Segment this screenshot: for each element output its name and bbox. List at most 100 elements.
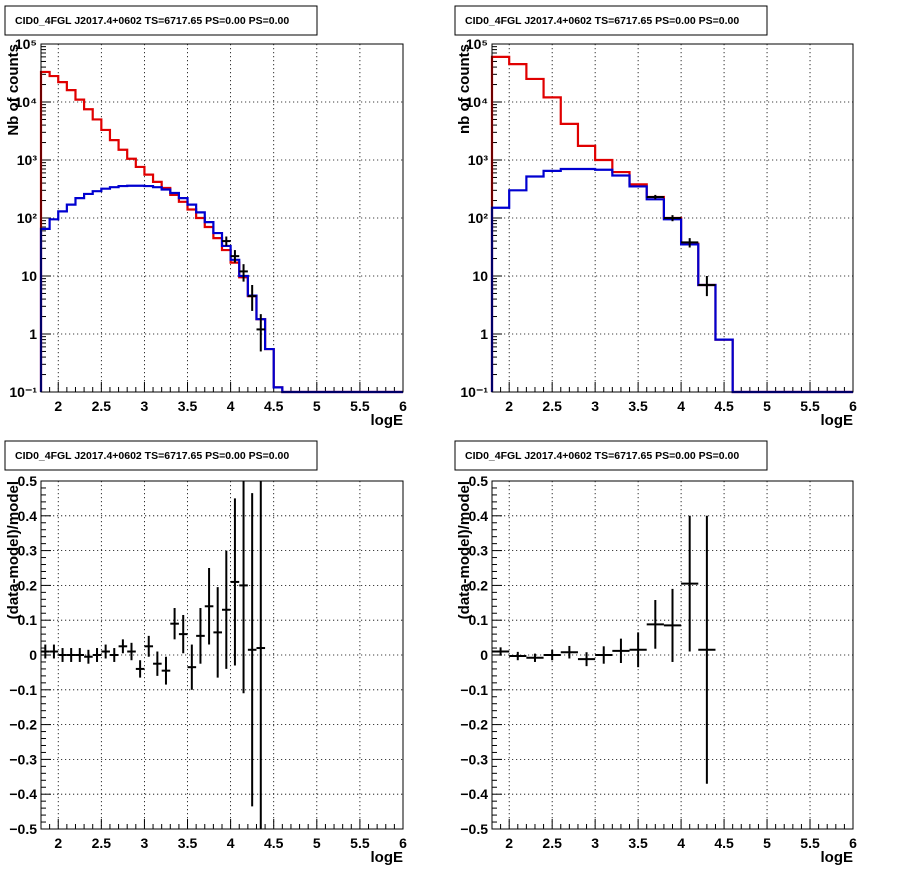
y-tick-label: 0.3 — [469, 543, 489, 559]
y-tick-label: 0.5 — [469, 473, 489, 489]
x-tick-label: 2 — [505, 835, 513, 851]
chart-title: CID0_4FGL J2017.4+0602 TS=6717.65 PS=0.0… — [15, 15, 289, 27]
x-tick-label: 5 — [313, 398, 321, 414]
y-axis-label: (data-model)/model — [5, 481, 22, 619]
series-line-2 — [490, 167, 853, 394]
y-tick-label: 0.5 — [18, 473, 38, 489]
grid-lines — [41, 44, 403, 392]
y-tick-label: −0.4 — [460, 786, 488, 802]
x-tick-label: 3.5 — [178, 398, 198, 414]
chart-panel-2: 2 2.5 3 3.5 4 4.5 5 5.5 6 10⁻¹ 1 10 10² 10³ 10⁴ 10⁵ logE… — [454, 5, 857, 429]
x-tick-label: 5.5 — [800, 398, 820, 414]
x-tick-label: 5.5 — [350, 835, 370, 851]
data-points — [646, 194, 716, 297]
x-tick-label: 2 — [54, 835, 62, 851]
y-tick-label: −0.2 — [9, 717, 37, 733]
x-tick-label: 2.5 — [92, 835, 112, 851]
plot-frame — [491, 480, 854, 830]
x-tick-label: 3.5 — [628, 398, 648, 414]
title-box — [4, 5, 318, 36]
y-tick-label: −0.5 — [460, 821, 488, 837]
x-tick-label: 3 — [141, 835, 149, 851]
x-tick-label: 5 — [763, 398, 771, 414]
chart-panel-1: 2 2.5 3 3.5 4 4.5 5 5.5 6 10⁻¹ 1 10 10² 10³ 10⁴ 10⁵ logE… — [4, 5, 407, 429]
x-tick-label: 2.5 — [542, 398, 562, 414]
x-tick-label: 2.5 — [542, 835, 562, 851]
y-tick-label: 0.1 — [469, 612, 489, 628]
y-tick-label: 0.2 — [18, 577, 38, 593]
y-tick-label: 0.4 — [469, 508, 489, 524]
plot-frame — [40, 480, 404, 830]
x-tick-label: 2 — [54, 398, 62, 414]
x-tick-label: 5.5 — [350, 398, 370, 414]
x-tick-label: 3 — [591, 398, 599, 414]
x-tick-label: 3 — [141, 398, 149, 414]
chart-title: CID0_4FGL J2017.4+0602 TS=6717.65 PS=0.0… — [465, 15, 739, 27]
data-points — [222, 236, 266, 352]
y-tick-label: −0.1 — [460, 682, 488, 698]
series-line-2 — [39, 184, 403, 394]
y-tick-label: −0.3 — [460, 751, 488, 767]
y-tick-label: 10 — [472, 268, 488, 284]
chart-title: CID0_4FGL J2017.4+0602 TS=6717.65 PS=0.0… — [15, 450, 289, 462]
y-tick-label: 0 — [480, 647, 488, 663]
plot-frame — [491, 43, 854, 393]
x-tick-label: 6 — [399, 835, 407, 851]
y-tick-label: −0.4 — [9, 786, 37, 802]
data-points — [41, 481, 266, 829]
x-tick-label: 3.5 — [628, 835, 648, 851]
y-tick-label: −0.2 — [460, 717, 488, 733]
title-box — [454, 440, 768, 471]
x-tick-label: 4.5 — [264, 835, 284, 851]
x-tick-label: 5 — [313, 835, 321, 851]
x-tick-label: 6 — [399, 398, 407, 414]
y-axis-label: Nb of counts — [5, 44, 22, 136]
y-tick-label: 10⁻¹ — [9, 384, 37, 400]
x-tick-label: 4 — [677, 835, 685, 851]
chart-panel-3: 2 2.5 3 3.5 4 4.5 5 5.5 6 −0.5 −0.4 −0.3 −0.2 −0.1 0 0.… — [4, 440, 407, 866]
x-axis-label: logE — [371, 849, 404, 866]
x-tick-label: 3.5 — [178, 835, 198, 851]
y-tick-label: 0.1 — [18, 612, 38, 628]
y-tick-label: −0.3 — [9, 751, 37, 767]
x-axis-label: logE — [371, 412, 404, 429]
y-tick-label: 10⁻¹ — [460, 384, 488, 400]
x-tick-label: 5.5 — [800, 835, 820, 851]
x-tick-label: 5 — [763, 835, 771, 851]
x-tick-label: 2 — [505, 398, 513, 414]
chart-panel-4: 2 2.5 3 3.5 4 4.5 5 5.5 6 −0.5 −0.4 −0.3 −0.2 −0.1 0 0.… — [454, 440, 857, 866]
x-tick-label: 4.5 — [714, 398, 734, 414]
x-tick-label: 3 — [591, 835, 599, 851]
x-axis-label: logE — [821, 849, 854, 866]
y-axis-label: (data-model)/model — [456, 481, 473, 619]
y-tick-label: 10⁴ — [466, 94, 489, 110]
title-box — [4, 440, 318, 471]
x-tick-label: 6 — [849, 835, 857, 851]
plot-frame — [40, 43, 404, 393]
y-tick-label: 1 — [29, 326, 37, 342]
y-tick-label: 10⁵ — [466, 36, 488, 52]
y-tick-label: −0.5 — [9, 821, 37, 837]
x-tick-label: 2.5 — [92, 398, 112, 414]
minor-ticks — [40, 480, 404, 830]
x-tick-label: 4 — [227, 835, 235, 851]
grid-lines — [41, 481, 403, 829]
data-points — [491, 515, 716, 784]
y-tick-label: 0.4 — [18, 508, 38, 524]
y-tick-label: 0.2 — [469, 577, 489, 593]
chart-title: CID0_4FGL J2017.4+0602 TS=6717.65 PS=0.0… — [465, 450, 739, 462]
x-axis-label: logE — [821, 412, 854, 429]
y-tick-label: 10³ — [468, 152, 489, 168]
y-tick-label: 10⁵ — [15, 36, 37, 52]
y-tick-label: 0.3 — [18, 543, 38, 559]
y-tick-label: 0 — [29, 647, 37, 663]
y-tick-label: 10² — [17, 210, 38, 226]
y-tick-label: 1 — [480, 326, 488, 342]
title-box — [454, 5, 768, 36]
y-tick-label: 10 — [21, 268, 37, 284]
y-axis-label: nb of counts — [456, 44, 473, 134]
x-tick-label: 4 — [227, 398, 235, 414]
x-tick-label: 4 — [677, 398, 685, 414]
x-tick-label: 6 — [849, 398, 857, 414]
